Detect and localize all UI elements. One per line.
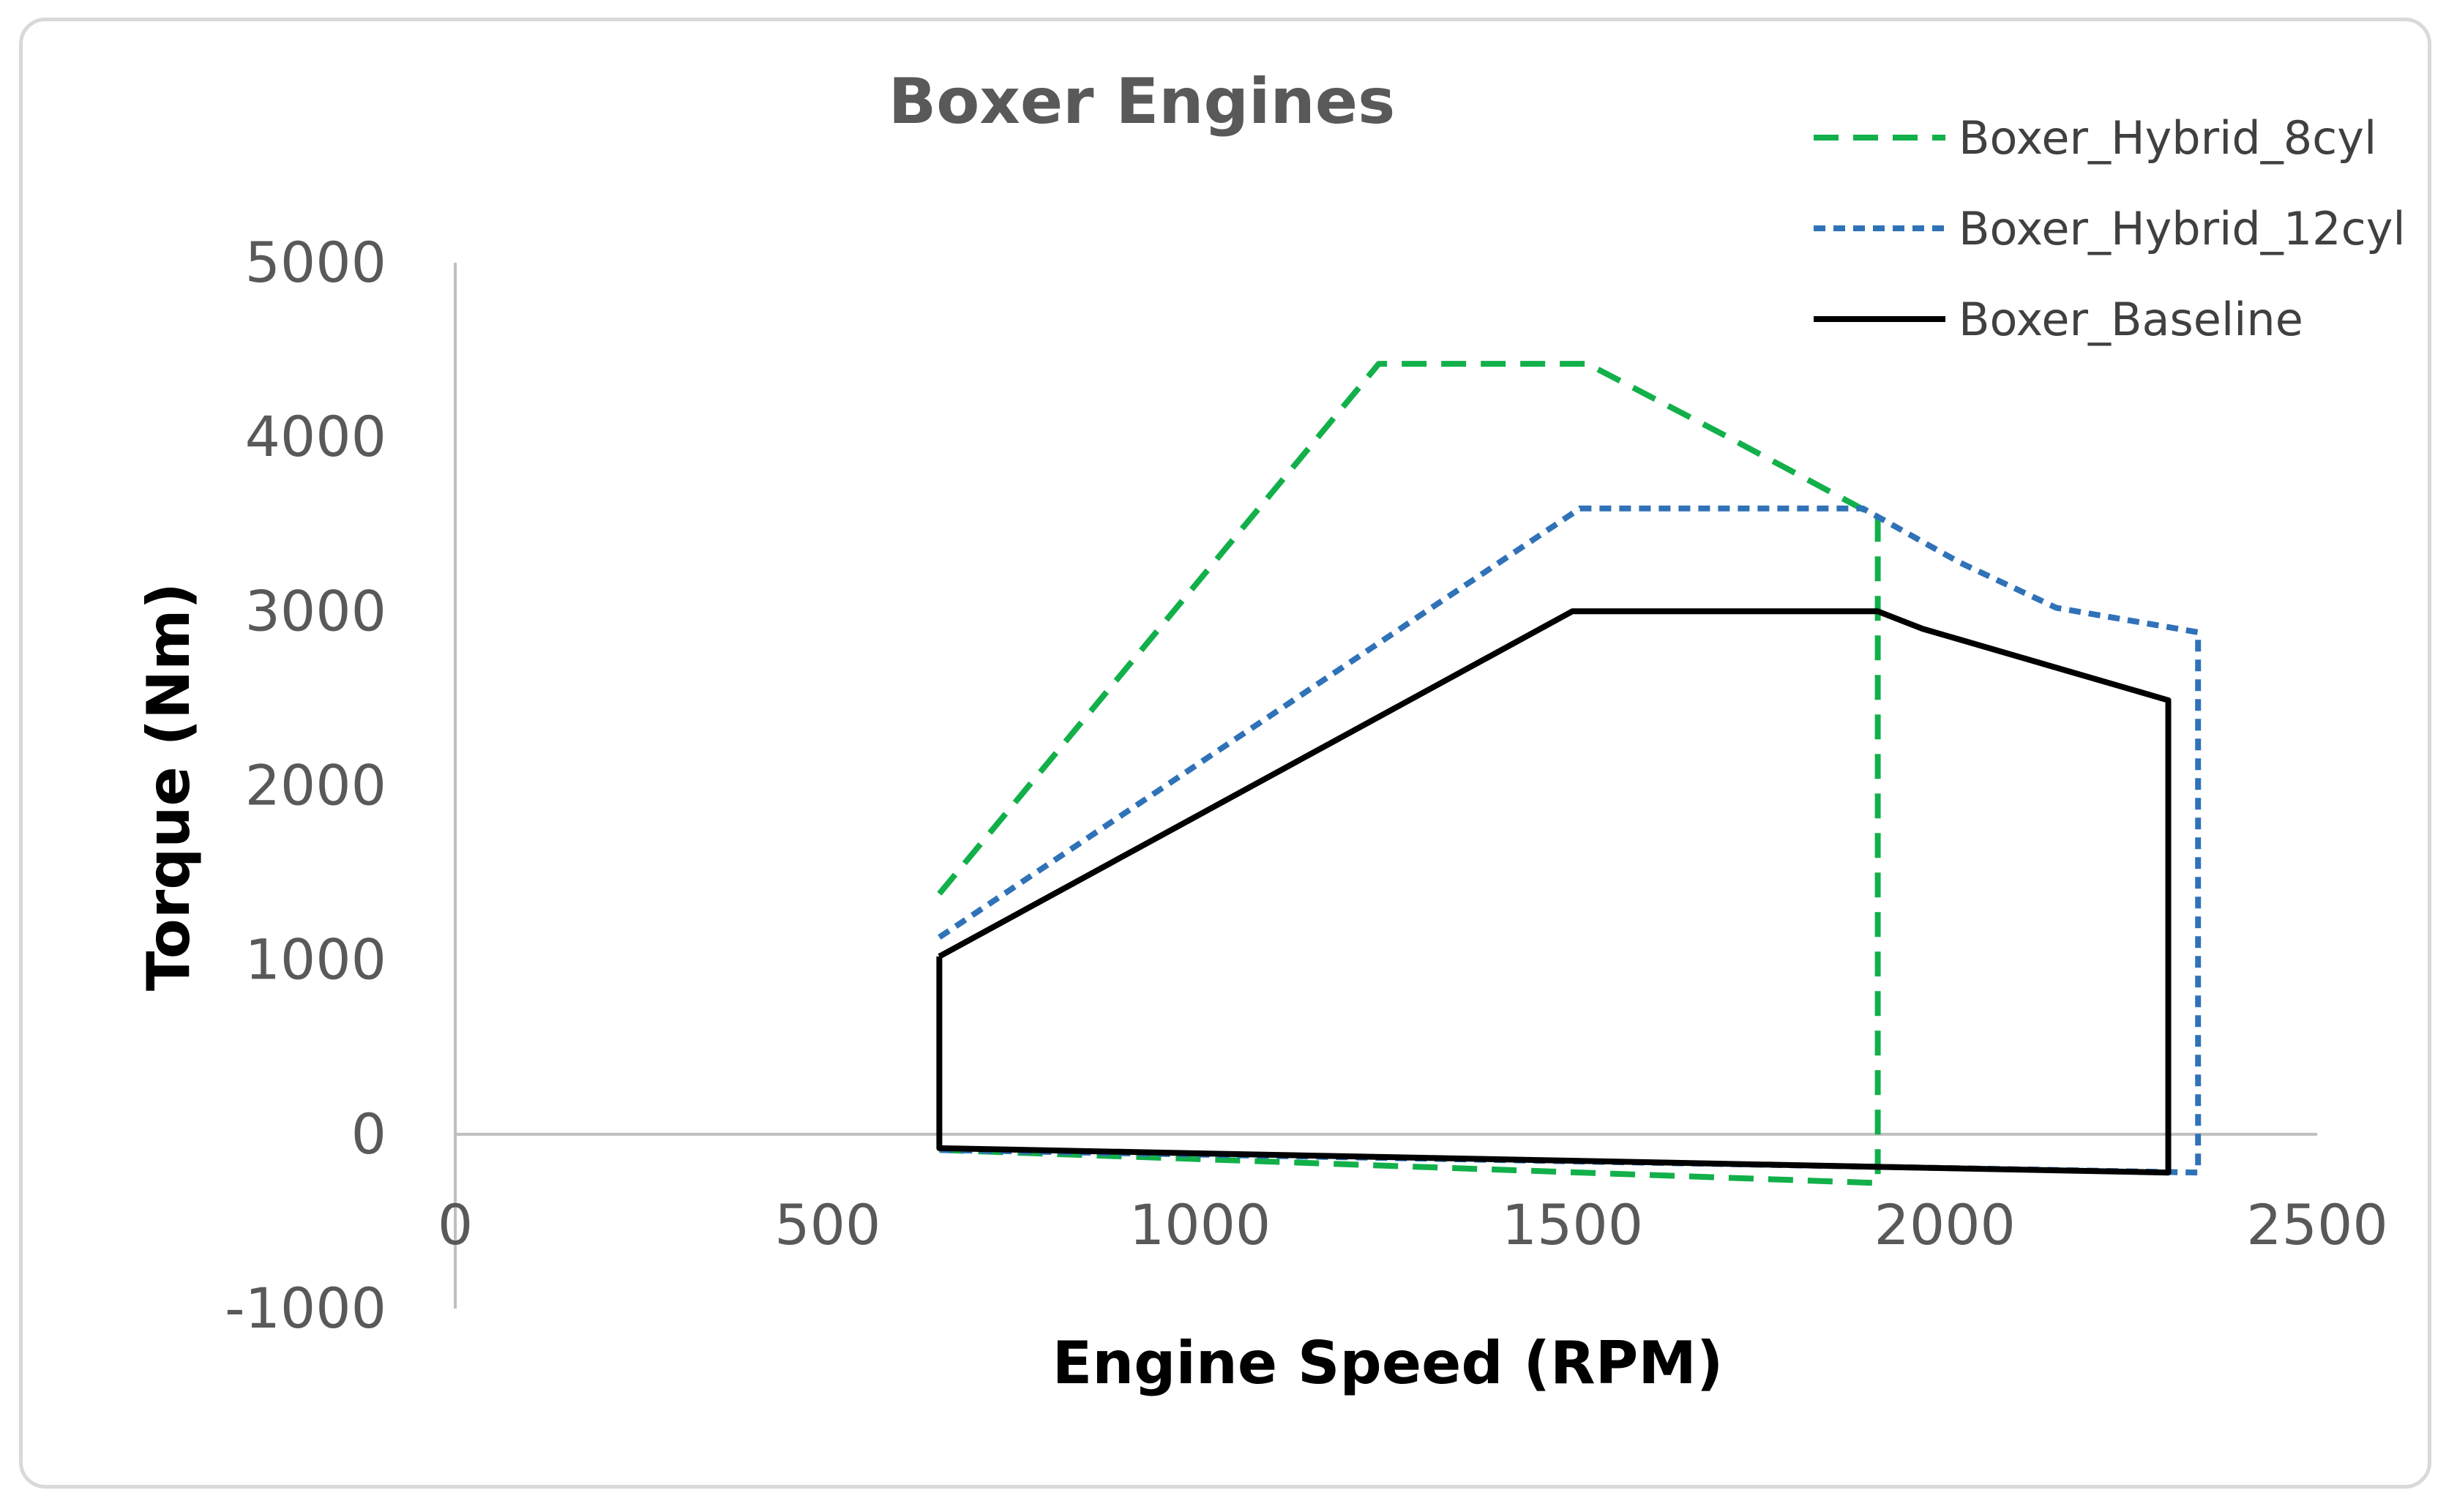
- chart-frame: [19, 18, 2431, 1489]
- series-line-boxer-hybrid-8cyl: [937, 361, 1881, 1186]
- axes: [454, 263, 2317, 1309]
- x-tick-label: 1500: [1502, 1192, 1643, 1257]
- y-tick-label: -1000: [225, 1276, 386, 1341]
- tick-labels: 5000 4000 3000 2000 1000 0 -1000 0 500 1000 1500 20…: [225, 230, 2388, 1341]
- x-tick-label: 500: [774, 1192, 880, 1257]
- y-tick-label: 4000: [245, 404, 386, 469]
- y-tick-label: 5000: [245, 230, 386, 295]
- chart-title: Boxer Engines: [889, 65, 1396, 138]
- legend-label: Boxer_Hybrid_8cyl: [1959, 111, 2376, 165]
- y-tick-label: 0: [351, 1101, 386, 1167]
- x-tick-label: 2000: [1874, 1192, 2015, 1257]
- x-tick-label: 0: [438, 1192, 473, 1257]
- x-tick-label: 2500: [2246, 1192, 2387, 1257]
- y-tick-label: 1000: [245, 927, 386, 992]
- series-line-boxer-hybrid-12cyl: [938, 505, 2202, 1176]
- legend-label: Boxer_Baseline: [1959, 293, 2303, 346]
- x-axis-title: Engine Speed (RPM): [1052, 1329, 1724, 1397]
- legend-label: Boxer_Hybrid_12cyl: [1959, 202, 2406, 255]
- x-tick-label: 1000: [1129, 1192, 1271, 1257]
- y-tick-label: 3000: [245, 578, 386, 643]
- plot-area: [936, 361, 2202, 1186]
- y-axis-title: Torque (Nm): [135, 583, 203, 991]
- legend: Boxer_Hybrid_8cyl Boxer_Hybrid_12cyl Boxer…: [1814, 111, 2406, 346]
- y-tick-label: 2000: [245, 753, 386, 818]
- series-line-boxer-baseline: [936, 608, 2172, 1176]
